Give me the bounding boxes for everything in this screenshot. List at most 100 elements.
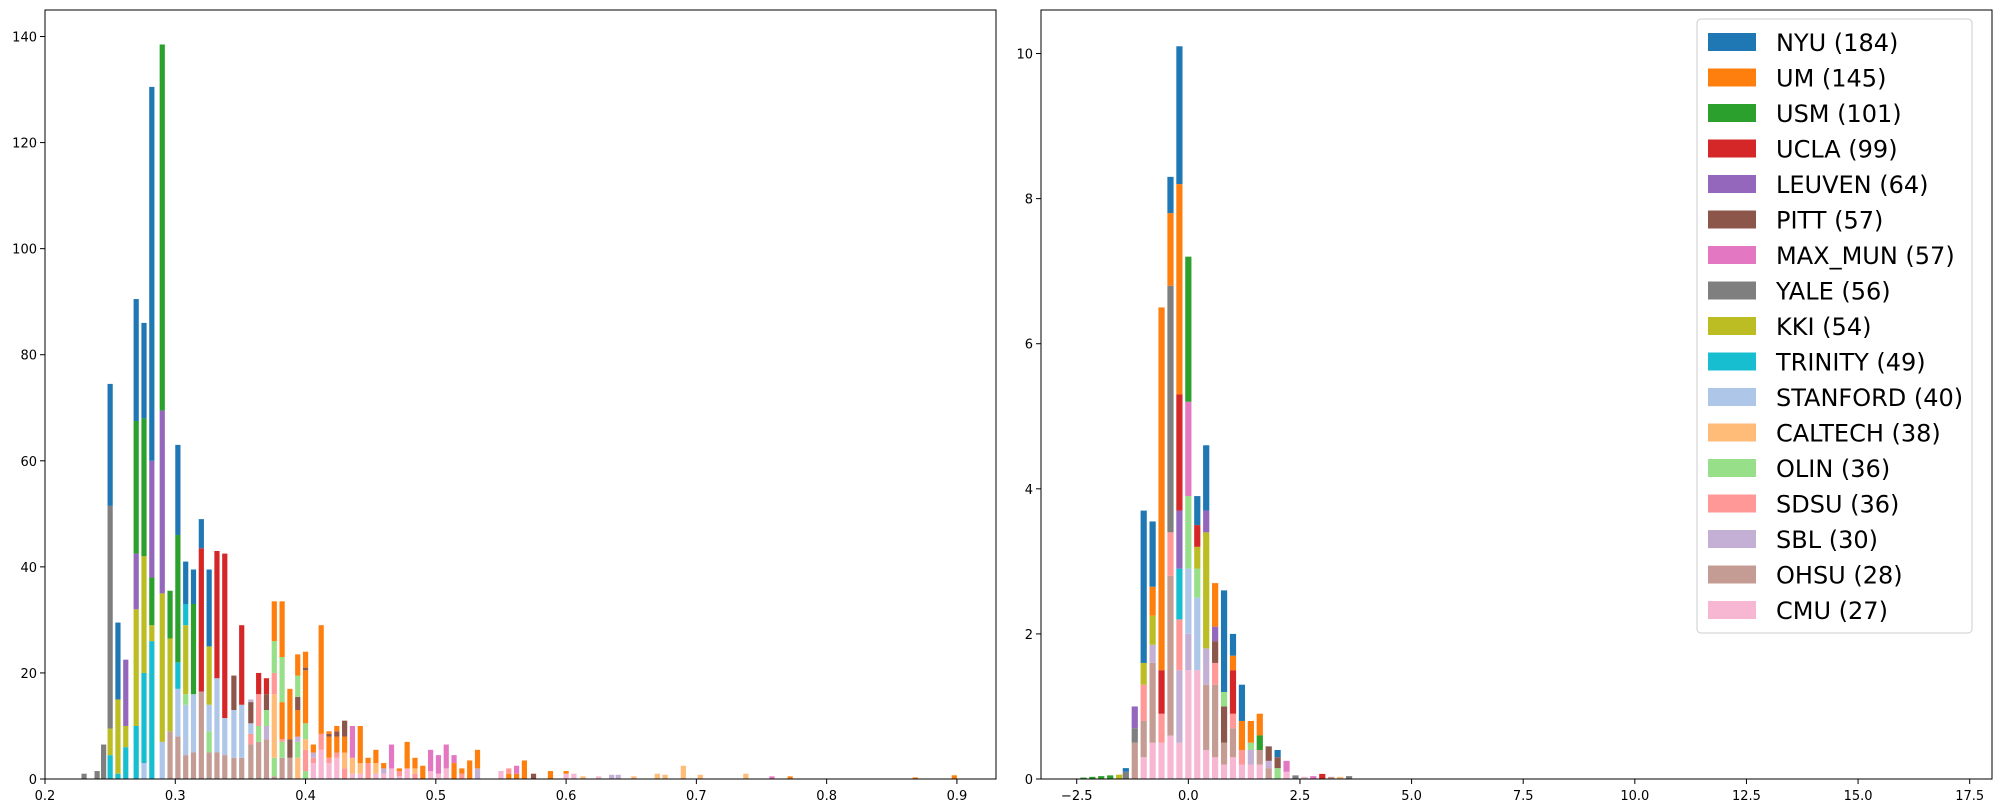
bar-um: [1229, 655, 1237, 671]
bar-sdsu: [506, 768, 512, 774]
legend-swatch-leuven: [1708, 175, 1756, 193]
bar-caltech: [697, 774, 703, 779]
right-histogram-y-axis: 0 2 4 6 8 10: [1016, 48, 1041, 788]
y-tick-label: 20: [20, 667, 37, 682]
bar-trinity: [141, 672, 147, 764]
bar-ucla: [239, 625, 245, 705]
bar-usm: [190, 603, 197, 695]
bar-nyu: [115, 622, 121, 700]
bar-olin: [302, 723, 309, 740]
legend-swatch-nyu: [1708, 33, 1756, 51]
bar-caltech: [631, 776, 637, 779]
bar-olin: [271, 757, 277, 777]
bar-sdsu: [1140, 684, 1147, 721]
y-tick-label: 8: [1025, 193, 1033, 208]
bar-cmu: [1229, 757, 1237, 779]
bar-yale: [101, 744, 107, 779]
legend-label-caltech: CALTECH (38): [1776, 420, 1941, 448]
bar-usm: [1080, 777, 1087, 779]
legend-label-ucla: UCLA (99): [1776, 136, 1898, 164]
x-tick-label: 0.7: [686, 789, 707, 804]
bar-ohsu: [190, 752, 197, 779]
bar-um: [334, 725, 340, 732]
bar-pitt: [1265, 746, 1272, 761]
legend-label-pitt: PITT (57): [1776, 207, 1883, 235]
bar-sdsu: [1167, 532, 1174, 576]
bar-leuven: [123, 659, 129, 726]
bar-um: [563, 771, 569, 774]
bar-cmu: [1283, 771, 1290, 779]
bar-sdsu: [248, 733, 254, 745]
bar-pitt: [530, 773, 537, 779]
bar-olin: [279, 657, 285, 703]
bar-yale: [107, 505, 113, 729]
bar-cmu: [326, 763, 332, 779]
bar-max-mun: [435, 755, 442, 774]
x-tick-label: 10.0: [1620, 789, 1649, 804]
bar-cmu: [396, 776, 402, 779]
legend-swatch-max-mun: [1708, 246, 1756, 264]
bar-um: [547, 771, 554, 779]
legend-swatch-trinity: [1708, 352, 1756, 371]
bar-pitt: [326, 733, 332, 737]
bar-olin: [206, 731, 212, 753]
bar-caltech: [357, 763, 363, 774]
bar-leuven: [159, 410, 165, 594]
bar-kki: [159, 593, 165, 742]
bar-ohsu: [256, 741, 262, 779]
bar-um: [412, 757, 418, 769]
bar-um: [951, 775, 957, 779]
bar-caltech: [373, 763, 379, 774]
bar-sbl: [1149, 644, 1156, 663]
bar-stanford: [190, 694, 197, 753]
bar-um: [295, 654, 301, 676]
x-tick-label: 12.5: [1732, 789, 1761, 804]
bar-nyu: [1274, 749, 1281, 758]
bar-cmu: [1140, 757, 1147, 779]
legend-label-sdsu: SDSU (36): [1776, 491, 1899, 519]
bar-trinity: [149, 641, 155, 779]
legend-swatch-stanford: [1708, 388, 1756, 406]
bar-um: [420, 765, 426, 779]
bar-ucla: [263, 678, 270, 695]
y-tick-label: 6: [1025, 338, 1033, 353]
bar-kki: [1140, 662, 1147, 685]
bar-um: [506, 773, 512, 779]
legend-label-nyu: NYU (184): [1776, 29, 1898, 57]
bar-kki: [183, 625, 189, 695]
x-tick-label: 5.0: [1401, 789, 1422, 804]
bar-caltech: [580, 776, 586, 779]
bar-trinity: [1176, 568, 1183, 620]
bar-usm: [133, 421, 139, 554]
legend-swatch-usm: [1708, 104, 1756, 122]
bar-kki: [1203, 532, 1210, 649]
bar-ohsu: [1140, 720, 1147, 758]
bar-sdsu: [1238, 749, 1246, 765]
bar-ohsu: [206, 752, 212, 779]
bar-max-mun: [388, 744, 395, 769]
left-histogram-y-axis: 0 20 40 60 80 100 120 140: [12, 31, 45, 788]
left-histogram: 0.2 0.3 0.4 0.5 0.6 0.7 0.8 0.9 0 20 40 60 80 100 120…: [12, 9, 997, 804]
bar-max-mun: [1310, 776, 1317, 779]
x-tick-label: 0.6: [556, 789, 577, 804]
right-histogram: −2.5 0.0 2.5 5.0 7.5 10.0 12.5 15.0 17.5 0 2 4 6 8 10: [1016, 9, 1993, 804]
bar-cmu: [381, 773, 387, 779]
bar-ohsu: [183, 755, 189, 779]
bar-sdsu: [279, 739, 285, 742]
left-histogram-bars: [81, 44, 957, 779]
bar-leuven: [149, 460, 155, 578]
legend-swatch-ohsu: [1708, 565, 1756, 584]
bar-sdsu: [396, 771, 402, 777]
bar-ucla: [1194, 525, 1201, 547]
bar-cmu: [1194, 670, 1201, 779]
bar-sbl: [295, 736, 301, 742]
bar-trinity: [107, 755, 113, 779]
bar-olin: [1220, 691, 1228, 707]
bar-um: [279, 702, 285, 740]
bar-nyu: [190, 569, 197, 604]
legend-swatch-cmu: [1708, 601, 1756, 619]
y-tick-label: 120: [12, 137, 37, 152]
bar-caltech: [271, 694, 277, 758]
bar-um: [396, 768, 402, 772]
bar-stanford: [1185, 568, 1192, 634]
